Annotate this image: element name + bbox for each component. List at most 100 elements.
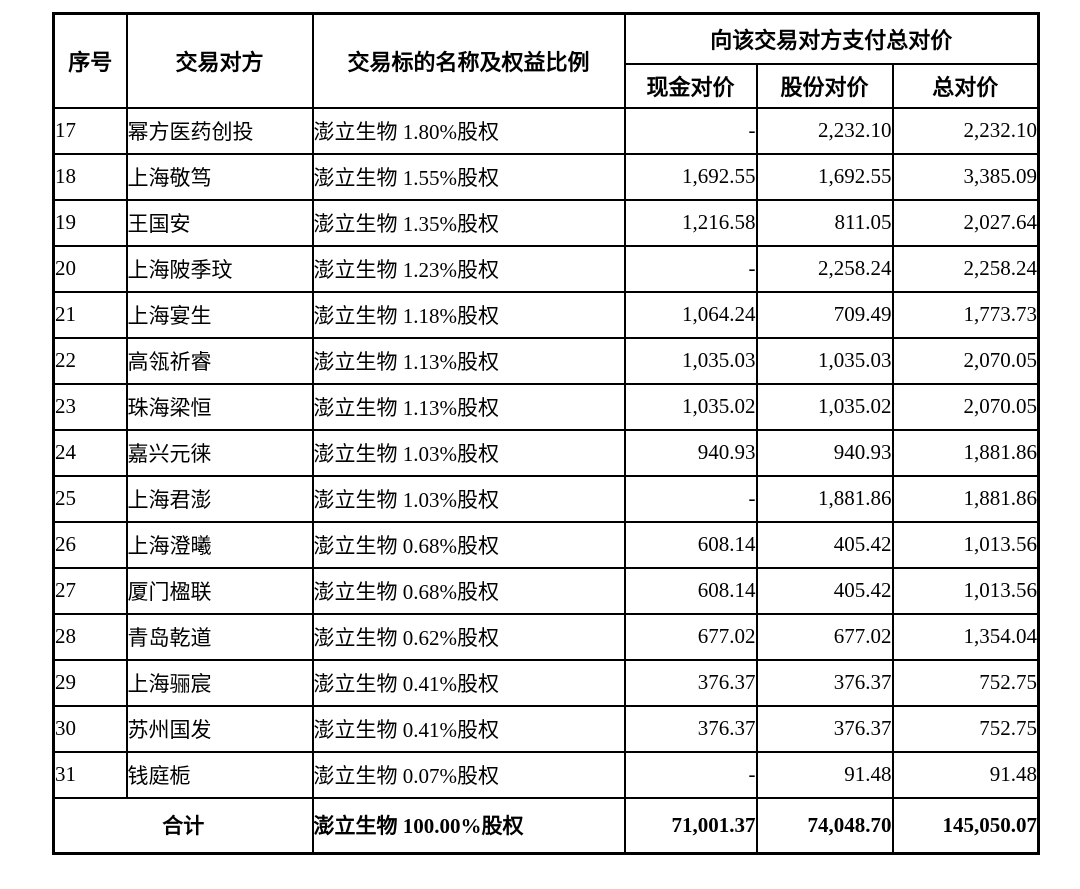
- counterparty-cell: 嘉兴元徕: [125, 428, 314, 477]
- counterparty-cell: 王国安: [125, 198, 314, 247]
- cash-cell: -: [623, 106, 758, 155]
- target-cell: 澎立生物 0.62%股权: [311, 612, 626, 661]
- cash-cell: 608.14: [623, 520, 758, 569]
- seq-cell: 28: [52, 612, 128, 661]
- total-total-cell: 145,050.07: [891, 796, 1040, 855]
- table-row: 21 上海宴生 澎立生物 1.18%股权 1,064.24 709.49 1,7…: [52, 290, 1040, 339]
- share-cell: 677.02: [755, 612, 894, 661]
- target-cell: 澎立生物 0.41%股权: [311, 704, 626, 753]
- table-row: 23 珠海梁恒 澎立生物 1.13%股权 1,035.02 1,035.02 2…: [52, 382, 1040, 431]
- share-cell: 405.42: [755, 566, 894, 615]
- total-cell: 1,881.86: [891, 474, 1040, 523]
- table-row: 27 厦门楹联 澎立生物 0.68%股权 608.14 405.42 1,013…: [52, 566, 1040, 615]
- share-cell: 2,258.24: [755, 244, 894, 293]
- counterparty-cell: 上海宴生: [125, 290, 314, 339]
- cash-cell: 1,035.02: [623, 382, 758, 431]
- cash-cell: -: [623, 750, 758, 799]
- counterparty-cell: 青岛乾道: [125, 612, 314, 661]
- seq-cell: 27: [52, 566, 128, 615]
- share-cell: 1,692.55: [755, 152, 894, 201]
- target-cell: 澎立生物 1.18%股权: [311, 290, 626, 339]
- counterparty-cell: 上海澄曦: [125, 520, 314, 569]
- counterparty-cell: 幂方医药创投: [125, 106, 314, 155]
- seq-cell: 30: [52, 704, 128, 753]
- share-cell: 2,232.10: [755, 106, 894, 155]
- header-row-top: 序号 交易对方 交易标的名称及权益比例 向该交易对方支付总对价: [52, 12, 1040, 109]
- table-header: 序号 交易对方 交易标的名称及权益比例 向该交易对方支付总对价 现金对价 股份对…: [52, 12, 1040, 109]
- header-consideration-group: 向该交易对方支付总对价: [623, 12, 1040, 65]
- table-row: 18 上海敬笃 澎立生物 1.55%股权 1,692.55 1,692.55 3…: [52, 152, 1040, 201]
- seq-cell: 24: [52, 428, 128, 477]
- consideration-table-container: 序号 交易对方 交易标的名称及权益比例 向该交易对方支付总对价 现金对价 股份对…: [52, 12, 1040, 855]
- total-cell: 752.75: [891, 658, 1040, 707]
- table-row: 20 上海陂季玟 澎立生物 1.23%股权 - 2,258.24 2,258.2…: [52, 244, 1040, 293]
- share-cell: 940.93: [755, 428, 894, 477]
- header-counterparty: 交易对方: [125, 12, 314, 109]
- table-row: 29 上海骊宸 澎立生物 0.41%股权 376.37 376.37 752.7…: [52, 658, 1040, 707]
- share-cell: 376.37: [755, 704, 894, 753]
- target-cell: 澎立生物 0.41%股权: [311, 658, 626, 707]
- total-cell: 1,013.56: [891, 520, 1040, 569]
- target-cell: 澎立生物 1.13%股权: [311, 382, 626, 431]
- total-cell: 2,258.24: [891, 244, 1040, 293]
- share-cell: 405.42: [755, 520, 894, 569]
- cash-cell: -: [623, 244, 758, 293]
- table-row: 26 上海澄曦 澎立生物 0.68%股权 608.14 405.42 1,013…: [52, 520, 1040, 569]
- counterparty-cell: 钱庭栀: [125, 750, 314, 799]
- counterparty-cell: 高瓴祈睿: [125, 336, 314, 385]
- share-cell: 811.05: [755, 198, 894, 247]
- cash-cell: 376.37: [623, 658, 758, 707]
- counterparty-cell: 上海陂季玟: [125, 244, 314, 293]
- cash-cell: 376.37: [623, 704, 758, 753]
- total-cell: 3,385.09: [891, 152, 1040, 201]
- cash-cell: 677.02: [623, 612, 758, 661]
- total-cell: 1,773.73: [891, 290, 1040, 339]
- target-cell: 澎立生物 0.68%股权: [311, 566, 626, 615]
- share-cell: 1,881.86: [755, 474, 894, 523]
- header-seq: 序号: [52, 12, 128, 109]
- seq-cell: 17: [52, 106, 128, 155]
- total-cell: 91.48: [891, 750, 1040, 799]
- cash-cell: 608.14: [623, 566, 758, 615]
- seq-cell: 19: [52, 198, 128, 247]
- total-cell: 2,027.64: [891, 198, 1040, 247]
- share-cell: 376.37: [755, 658, 894, 707]
- seq-cell: 22: [52, 336, 128, 385]
- seq-cell: 23: [52, 382, 128, 431]
- total-cell: 2,070.05: [891, 336, 1040, 385]
- total-cell: 1,354.04: [891, 612, 1040, 661]
- cash-cell: -: [623, 474, 758, 523]
- table-body: 17 幂方医药创投 澎立生物 1.80%股权 - 2,232.10 2,232.…: [52, 106, 1040, 799]
- table-row: 28 青岛乾道 澎立生物 0.62%股权 677.02 677.02 1,354…: [52, 612, 1040, 661]
- consideration-table: 序号 交易对方 交易标的名称及权益比例 向该交易对方支付总对价 现金对价 股份对…: [52, 12, 1040, 855]
- header-cash: 现金对价: [623, 62, 758, 109]
- target-cell: 澎立生物 1.55%股权: [311, 152, 626, 201]
- table-row: 25 上海君澎 澎立生物 1.03%股权 - 1,881.86 1,881.86: [52, 474, 1040, 523]
- total-row: 合计 澎立生物 100.00%股权 71,001.37 74,048.70 14…: [52, 796, 1040, 855]
- table-row: 17 幂方医药创投 澎立生物 1.80%股权 - 2,232.10 2,232.…: [52, 106, 1040, 155]
- total-cell: 2,232.10: [891, 106, 1040, 155]
- table-row: 22 高瓴祈睿 澎立生物 1.13%股权 1,035.03 1,035.03 2…: [52, 336, 1040, 385]
- counterparty-cell: 上海骊宸: [125, 658, 314, 707]
- cash-cell: 1,035.03: [623, 336, 758, 385]
- total-cell: 752.75: [891, 704, 1040, 753]
- total-share-cell: 74,048.70: [755, 796, 894, 855]
- header-row-sub: 现金对价 股份对价 总对价: [54, 62, 1040, 109]
- seq-cell: 26: [52, 520, 128, 569]
- seq-cell: 25: [52, 474, 128, 523]
- target-cell: 澎立生物 1.03%股权: [311, 428, 626, 477]
- table-row: 31 钱庭栀 澎立生物 0.07%股权 - 91.48 91.48: [52, 750, 1040, 799]
- total-cell: 1,013.56: [891, 566, 1040, 615]
- cash-cell: 940.93: [623, 428, 758, 477]
- target-cell: 澎立生物 1.13%股权: [311, 336, 626, 385]
- table-footer: 合计 澎立生物 100.00%股权 71,001.37 74,048.70 14…: [52, 796, 1040, 855]
- total-cell: 2,070.05: [891, 382, 1040, 431]
- target-cell: 澎立生物 1.80%股权: [311, 106, 626, 155]
- total-label-cell: 合计: [52, 796, 314, 855]
- target-cell: 澎立生物 1.35%股权: [311, 198, 626, 247]
- counterparty-cell: 厦门楹联: [125, 566, 314, 615]
- table-row: 19 王国安 澎立生物 1.35%股权 1,216.58 811.05 2,02…: [52, 198, 1040, 247]
- header-target: 交易标的名称及权益比例: [311, 12, 626, 109]
- target-cell: 澎立生物 1.03%股权: [311, 474, 626, 523]
